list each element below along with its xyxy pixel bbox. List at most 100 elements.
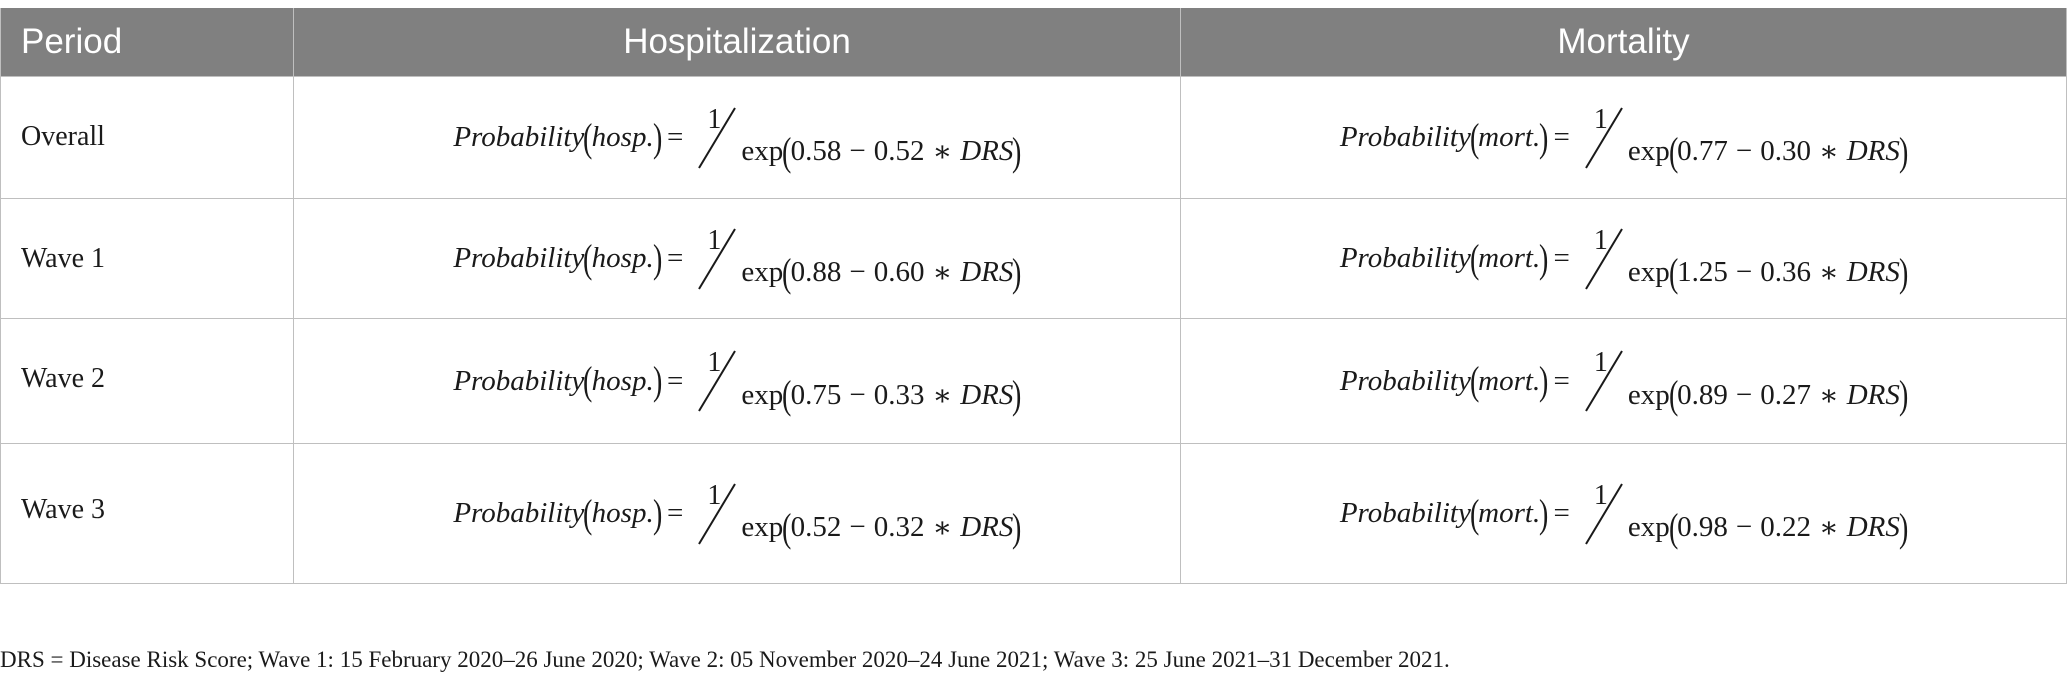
intercept-value: 0.88	[790, 256, 842, 288]
minus-operator: −	[1735, 378, 1753, 411]
coefficient-value: 0.33	[873, 378, 925, 411]
paren-open: (	[1668, 128, 1679, 174]
paren-open: (	[782, 128, 792, 174]
fraction-denominator: exp(0.52−0.32 ∗ DRS)	[741, 504, 1022, 550]
period-label: Overall	[21, 121, 105, 152]
formula: Probability(mort.) = 1 exp(0.89−0.27 ∗ DRS)	[1340, 347, 1908, 417]
paren-open: (	[782, 372, 792, 417]
formula-arg: hosp.	[591, 364, 654, 397]
intercept-value: 0.58	[790, 135, 842, 167]
fraction-denominator: exp(1.25−0.36 ∗ DRS)	[1628, 249, 1909, 295]
paren-close: )	[1012, 504, 1022, 550]
fraction-slash	[1585, 227, 1623, 290]
equals-sign: =	[667, 242, 684, 274]
paren-open: (	[1469, 490, 1480, 536]
period-cell: Wave 2	[0, 318, 294, 444]
paren-open: (	[1469, 235, 1480, 281]
paren-open: (	[1668, 372, 1679, 417]
paren-close: )	[1898, 504, 1909, 550]
header-period: Period	[0, 8, 294, 77]
period-label: Wave 2	[21, 363, 106, 394]
fraction-numerator: 1	[707, 103, 722, 135]
function-name: exp	[741, 256, 784, 288]
minus-operator: −	[849, 511, 866, 543]
fraction-slash	[698, 106, 737, 169]
mortality-cell: Probability(mort.) = 1 exp(0.77−0.30 ∗ DRS)	[1180, 76, 2067, 199]
table-wrapper: Period Hospitalization Mortality Overall…	[0, 8, 2067, 584]
equals-sign: =	[667, 497, 684, 529]
table-row: Wave 3 Probability(hosp.) = 1 exp(0.52−0.32 ∗…	[0, 443, 2067, 584]
intercept-value: 0.75	[790, 378, 842, 411]
function-name: exp	[1627, 378, 1670, 411]
fraction-slash	[1585, 482, 1623, 545]
coefficient-value: 0.60	[873, 256, 925, 288]
minus-operator: −	[849, 378, 866, 411]
paren-close: )	[652, 114, 663, 160]
formula-arg: mort.	[1478, 364, 1541, 397]
paren-open: (	[1469, 358, 1480, 403]
fraction-slash	[698, 227, 737, 290]
header-mortality: Mortality	[1180, 8, 2067, 77]
coefficient-value: 0.36	[1760, 256, 1811, 288]
fraction-numerator: 1	[707, 479, 722, 511]
formula-arg: mort.	[1478, 121, 1541, 153]
formula-arg: hosp.	[591, 242, 654, 274]
formula: Probability(mort.) = 1 exp(0.77−0.30 ∗ DRS)	[1340, 104, 1909, 174]
period-cell: Overall	[0, 76, 294, 199]
equals-sign: =	[1553, 242, 1570, 274]
table-footnote: DRS = Disease Risk Score; Wave 1: 15 Feb…	[0, 647, 1450, 672]
paren-close: )	[1012, 249, 1022, 295]
formula-lhs: Probability	[453, 364, 585, 397]
paren-close: )	[1898, 249, 1909, 295]
minus-operator: −	[849, 256, 866, 288]
fraction: 1	[697, 480, 737, 545]
function-name: exp	[1627, 511, 1670, 543]
header-row: Period Hospitalization Mortality	[0, 8, 2067, 77]
coefficient-value: 0.30	[1760, 135, 1811, 167]
intercept-value: 1.25	[1677, 256, 1728, 288]
intercept-value: 0.98	[1677, 511, 1728, 543]
fraction-numerator: 1	[1593, 224, 1608, 256]
multiply-operator: ∗	[1818, 512, 1839, 544]
fraction: 1	[697, 225, 737, 290]
fraction: 1	[1584, 104, 1624, 169]
paren-close: )	[652, 235, 663, 281]
coefficient-value: 0.52	[873, 135, 925, 167]
paren-close: )	[1539, 358, 1549, 403]
paren-open: (	[583, 114, 593, 160]
equals-sign: =	[1553, 364, 1570, 397]
formula-arg: hosp.	[591, 497, 654, 529]
header-hospitalization: Hospitalization	[293, 8, 1181, 77]
fraction-slash	[698, 482, 737, 545]
formula: Probability(hosp.) = 1 exp(0.88−0.60 ∗ DRS)	[453, 225, 1022, 295]
paren-open: (	[583, 490, 593, 536]
minus-operator: −	[1735, 135, 1753, 167]
variable-drs: DRS	[1846, 378, 1900, 411]
variable-drs: DRS	[1846, 135, 1900, 167]
fraction-numerator: 1	[707, 224, 722, 256]
period-cell: Wave 3	[0, 443, 294, 584]
minus-operator: −	[849, 135, 866, 167]
function-name: exp	[741, 511, 784, 543]
paren-open: (	[583, 235, 593, 281]
fraction: 1	[697, 347, 737, 412]
intercept-value: 0.89	[1677, 378, 1728, 411]
fraction-denominator: exp(0.58−0.52 ∗ DRS)	[741, 128, 1021, 174]
equals-sign: =	[1553, 497, 1570, 529]
paren-close: )	[1012, 372, 1022, 417]
paren-close: )	[1898, 128, 1909, 174]
intercept-value: 0.52	[790, 511, 842, 543]
hospitalization-cell: Probability(hosp.) = 1 exp(0.58−0.52 ∗ DRS)	[293, 76, 1181, 199]
fraction-denominator: exp(0.98−0.22 ∗ DRS)	[1627, 504, 1909, 550]
coefficient-value: 0.32	[873, 511, 925, 543]
table-row: Wave 2 Probability(hosp.) = 1 exp(0.75−0.33 ∗…	[0, 318, 2067, 444]
variable-drs: DRS	[960, 135, 1014, 167]
mortality-cell: Probability(mort.) = 1 exp(0.98−0.22 ∗ DRS)	[1180, 443, 2067, 584]
intercept-value: 0.77	[1677, 135, 1728, 167]
paren-close: )	[1539, 114, 1549, 160]
variable-drs: DRS	[960, 511, 1014, 543]
hospitalization-cell: Probability(hosp.) = 1 exp(0.88−0.60 ∗ DRS)	[293, 198, 1181, 319]
paren-close: )	[652, 358, 663, 403]
formula-arg: mort.	[1478, 242, 1541, 274]
function-name: exp	[741, 135, 784, 167]
